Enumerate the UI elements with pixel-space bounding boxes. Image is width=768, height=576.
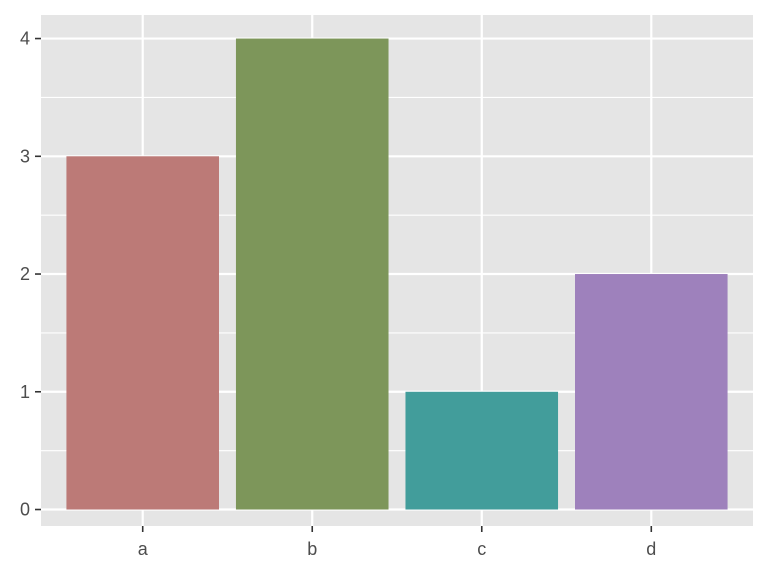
bar-d	[575, 274, 728, 510]
y-axis: 0 1 2 3 4	[20, 29, 41, 520]
y-tick-label: 1	[20, 382, 30, 402]
bar-a	[66, 156, 219, 510]
y-tick-label: 0	[20, 500, 30, 520]
bars	[66, 38, 728, 510]
x-tick-label: d	[646, 539, 656, 559]
bar-b	[235, 38, 389, 510]
y-tick-label: 3	[20, 146, 30, 166]
x-tick-label: c	[477, 539, 486, 559]
x-tick-label: a	[138, 539, 149, 559]
y-tick-label: 4	[20, 29, 30, 49]
y-tick-label: 2	[20, 264, 30, 284]
bar-c	[405, 391, 559, 510]
x-tick-label: b	[307, 539, 317, 559]
x-axis: a b c d	[138, 526, 656, 559]
